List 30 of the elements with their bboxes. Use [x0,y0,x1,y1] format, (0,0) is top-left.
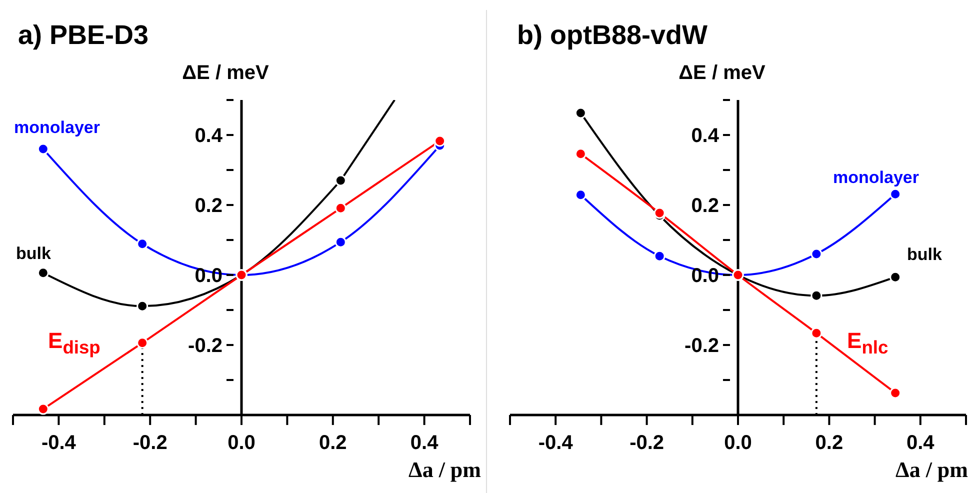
y-axis-title: ΔE / meV [182,62,269,85]
series-label: monolayer [833,168,919,188]
x-tick-label: 0.2 [815,432,844,454]
series-label: bulk [907,245,942,265]
x-tick-label: 0.4 [906,432,936,454]
y-tick-label: 0.4 [691,125,720,147]
series-label: monolayer [14,118,100,138]
x-tick-label: -0.2 [630,432,664,454]
series-label: E$_{disp}$ [48,328,100,358]
y-tick-label: 0.0 [194,265,222,287]
x-tick-label: -0.4 [41,432,77,454]
x-tick-label: 0.2 [318,432,347,454]
x-tick-label: 0.0 [724,432,752,454]
series-label: E$_{nlc}$ [847,328,888,358]
series-label: bulk [16,244,51,264]
y-tick-label: 0.4 [194,125,224,147]
chart-title: b) optB88-vdW [517,20,708,51]
x-tick-label: 0.0 [228,432,256,454]
y-axis-title: ΔE / meV [678,62,766,85]
x-tick-label: -0.2 [132,432,168,454]
x-tick-label: -0.4 [538,432,574,454]
y-tick-label: -0.2 [684,335,719,357]
x-tick-label: 0.4 [410,432,440,454]
chart-title: a) PBE-D3 [18,20,149,51]
y-tick-label: 0.2 [194,195,222,217]
x-axis-title: Δa / pm [408,457,481,483]
y-tick-label: -0.2 [188,335,222,357]
x-axis-title: Δa / pm [896,457,968,483]
y-tick-label: 0.0 [691,265,719,287]
y-tick-label: 0.2 [691,195,719,217]
